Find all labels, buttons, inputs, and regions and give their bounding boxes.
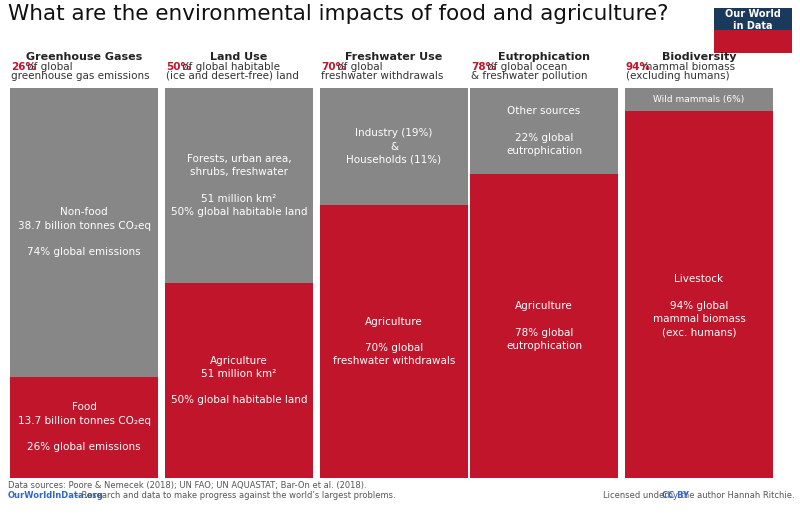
Text: (ice and desert-free) land: (ice and desert-free) land	[166, 71, 299, 81]
Text: Food
13.7 billion tonnes CO₂eq

26% global emissions: Food 13.7 billion tonnes CO₂eq 26% globa…	[18, 402, 150, 452]
Text: by the author Hannah Ritchie.: by the author Hannah Ritchie.	[666, 491, 795, 500]
Bar	[10, 88, 158, 377]
Text: Livestock

94% global
mammal biomass
(exc. humans): Livestock 94% global mammal biomass (exc…	[653, 275, 746, 337]
Text: 26%: 26%	[11, 62, 36, 72]
Text: 94%: 94%	[626, 62, 651, 72]
Bar	[320, 88, 468, 205]
Text: Other sources

22% global
eutrophication: Other sources 22% global eutrophication	[506, 106, 582, 156]
Text: 70%: 70%	[321, 62, 346, 72]
Bar	[165, 88, 313, 283]
Text: of global habitable: of global habitable	[179, 62, 280, 72]
Text: CC BY: CC BY	[662, 491, 689, 500]
Text: Industry (19%)
&
Households (11%): Industry (19%) & Households (11%)	[346, 128, 442, 165]
Text: Biodiversity: Biodiversity	[662, 52, 736, 62]
Text: Agriculture

78% global
eutrophication: Agriculture 78% global eutrophication	[506, 301, 582, 351]
Text: Forests, urban area,
shrubs, freshwater

51 million km²
50% global habitable lan: Forests, urban area, shrubs, freshwater …	[170, 154, 307, 217]
Text: Freshwater Use: Freshwater Use	[346, 52, 442, 62]
Text: of global: of global	[24, 62, 73, 72]
Text: Agriculture

70% global
freshwater withdrawals: Agriculture 70% global freshwater withdr…	[333, 316, 455, 366]
Text: Greenhouse Gases: Greenhouse Gases	[26, 52, 142, 62]
Text: Eutrophication: Eutrophication	[498, 52, 590, 62]
Text: mammal biomass: mammal biomass	[639, 62, 735, 72]
Bar	[320, 205, 468, 478]
Text: greenhouse gas emissions: greenhouse gas emissions	[11, 71, 150, 81]
Bar	[714, 8, 792, 30]
Text: Data sources: Poore & Nemecek (2018); UN FAO; UN AQUASTAT; Bar-On et al. (2018).: Data sources: Poore & Nemecek (2018); UN…	[8, 481, 366, 490]
Text: of global: of global	[334, 62, 382, 72]
Bar	[714, 30, 792, 53]
Text: What are the environmental impacts of food and agriculture?: What are the environmental impacts of fo…	[8, 4, 669, 24]
Bar	[10, 377, 158, 478]
Text: & freshwater pollution: & freshwater pollution	[471, 71, 587, 81]
Text: Non-food
38.7 billion tonnes CO₂eq

74% global emissions: Non-food 38.7 billion tonnes CO₂eq 74% g…	[18, 208, 150, 257]
Bar	[470, 88, 618, 174]
Text: freshwater withdrawals: freshwater withdrawals	[321, 71, 443, 81]
Text: Licensed under: Licensed under	[603, 491, 670, 500]
Text: of global ocean: of global ocean	[484, 62, 567, 72]
Text: Our World
in Data: Our World in Data	[725, 9, 781, 31]
Text: Wild mammals (6%): Wild mammals (6%)	[654, 95, 745, 104]
Text: – Research and data to make progress against the world’s largest problems.: – Research and data to make progress aga…	[72, 491, 395, 500]
Bar	[165, 283, 313, 478]
Bar	[470, 174, 618, 478]
Bar	[625, 88, 773, 111]
Bar	[625, 111, 773, 478]
Text: OurWorldInData.org: OurWorldInData.org	[8, 491, 104, 500]
Text: Land Use: Land Use	[210, 52, 268, 62]
Text: (excluding humans): (excluding humans)	[626, 71, 730, 81]
Text: 78%: 78%	[471, 62, 496, 72]
Text: Agriculture
51 million km²

50% global habitable land: Agriculture 51 million km² 50% global ha…	[170, 356, 307, 405]
Text: 50%: 50%	[166, 62, 191, 72]
